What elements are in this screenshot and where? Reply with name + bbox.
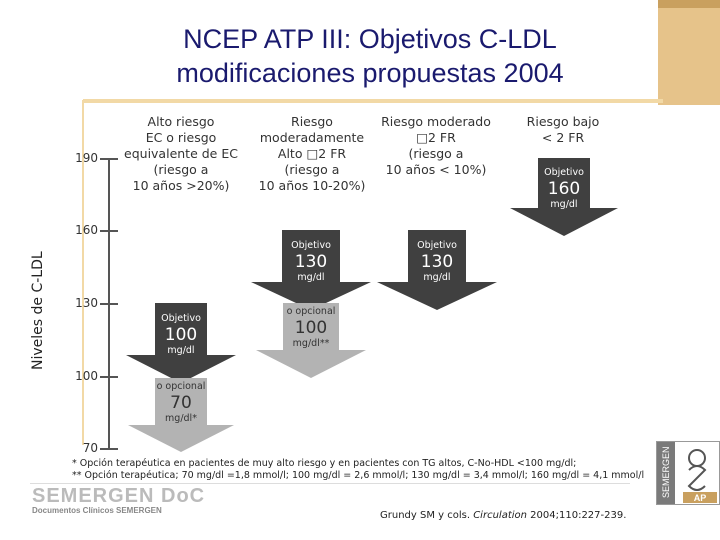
- top-right-accent-bar: [658, 0, 720, 105]
- target-unit: mg/dl: [550, 199, 578, 210]
- target-col3: Objetivo 130 mg/dl: [402, 240, 472, 284]
- target-col4: Objetivo 160 mg/dl: [529, 167, 599, 211]
- left-accent-line: [82, 100, 84, 445]
- target-col1: Objetivo 100 mg/dl: [146, 313, 216, 357]
- optional-unit: mg/dl*: [165, 413, 197, 424]
- optional-arrow-col1: [128, 378, 234, 452]
- optional-arrow-col2: [256, 303, 366, 378]
- target-value: 100: [164, 325, 198, 345]
- tick-mark-190: [100, 158, 118, 160]
- optional-unit: mg/dl**: [292, 338, 330, 349]
- header-line: Alto □2 FR: [277, 146, 347, 161]
- tick-label-100: 100: [75, 369, 98, 383]
- citation-journal: Circulation: [473, 510, 527, 521]
- tick-mark-130: [100, 303, 118, 305]
- header-line: Riesgo bajo: [526, 114, 600, 129]
- tick-label-70: 70: [82, 441, 98, 455]
- target-label: Objetivo: [544, 167, 584, 178]
- target-arrow-col4: [510, 158, 618, 236]
- optional-value: 70: [170, 393, 192, 413]
- tick-label-190: 190: [75, 151, 98, 165]
- column-header-bajo: Riesgo bajo < 2 FR: [508, 114, 618, 146]
- column-header-alto-riesgo: Alto riesgo EC o riesgo equivalente de E…: [118, 114, 244, 194]
- target-col2: Objetivo 130 mg/dl: [276, 240, 346, 284]
- header-line: 10 años 10-20%): [258, 178, 366, 193]
- header-line: 10 años >20%): [132, 178, 230, 193]
- column-header-moderado: Riesgo moderado □2 FR (riesgo a 10 años …: [378, 114, 494, 178]
- tick-mark-70: [100, 448, 118, 450]
- logo-subtitle: Documentos Clínicos SEMERGEN: [32, 506, 162, 515]
- target-value: 130: [420, 252, 454, 272]
- target-arrow-col1: [126, 303, 236, 383]
- footnote-1: * Opción terapéutica en pacientes de muy…: [72, 458, 577, 469]
- citation-details: 2004;110:227-239.: [526, 510, 627, 521]
- header-line: □2 FR: [416, 130, 456, 145]
- header-line: (riesgo a: [408, 146, 464, 161]
- footnote-2: ** Opción terapéutica; 70 mg/dl =1,8 mmo…: [72, 470, 645, 481]
- top-right-accent-strip: [658, 0, 720, 8]
- logo-divider: [30, 483, 630, 484]
- title-line-2: modificaciones propuestas 2004: [176, 58, 564, 88]
- target-value: 160: [547, 179, 581, 199]
- citation: Grundy SM y cols. Circulation 2004;110:2…: [380, 510, 626, 521]
- emblem-mark: AP: [694, 493, 707, 503]
- header-line: Alto riesgo: [147, 114, 215, 129]
- tick-mark-100: [100, 376, 118, 378]
- header-line: equivalente de EC: [124, 146, 238, 161]
- target-value: 130: [294, 252, 328, 272]
- semergen-doc-logo: SEMERGEN DoC: [32, 485, 206, 507]
- slide-title: NCEP ATP III: Objetivos C-LDL modificaci…: [90, 22, 650, 90]
- citation-authors: Grundy SM y cols.: [380, 510, 474, 521]
- header-line: Riesgo moderado: [381, 114, 491, 129]
- tick-label-130: 130: [75, 296, 98, 310]
- target-label: Objetivo: [417, 240, 457, 251]
- target-arrow-col3: [377, 230, 497, 310]
- semergen-emblem-icon: SEMERGEN AP: [657, 442, 717, 504]
- optional-label: o opcional: [286, 306, 336, 317]
- header-line: < 2 FR: [541, 130, 585, 145]
- title-underline: [83, 99, 663, 103]
- header-line: Riesgo: [291, 114, 333, 129]
- header-line: (riesgo a: [153, 162, 209, 177]
- optional-col2: o opcional 100 mg/dl**: [276, 306, 346, 350]
- target-unit: mg/dl: [167, 345, 195, 356]
- column-header-moderadamente-alto: Riesgo moderadamente Alto □2 FR (riesgo …: [252, 114, 372, 194]
- optional-value: 100: [294, 318, 328, 338]
- emblem-side-text: SEMERGEN: [661, 446, 671, 498]
- tick-label-160: 160: [75, 223, 98, 237]
- header-line: 10 años < 10%): [385, 162, 487, 177]
- optional-label: o opcional: [156, 381, 206, 392]
- target-unit: mg/dl: [423, 272, 451, 283]
- header-line: EC o riesgo: [145, 130, 217, 145]
- optional-col1: o opcional 70 mg/dl*: [146, 381, 216, 425]
- title-line-1: NCEP ATP III: Objetivos C-LDL: [183, 24, 557, 54]
- header-line: (riesgo a: [284, 162, 340, 177]
- semergen-emblem: SEMERGEN AP: [656, 441, 720, 505]
- target-arrow-col2: [251, 230, 371, 310]
- header-line: moderadamente: [259, 130, 365, 145]
- target-label: Objetivo: [161, 313, 201, 324]
- target-label: Objetivo: [291, 240, 331, 251]
- target-unit: mg/dl: [297, 272, 325, 283]
- tick-mark-160: [100, 230, 118, 232]
